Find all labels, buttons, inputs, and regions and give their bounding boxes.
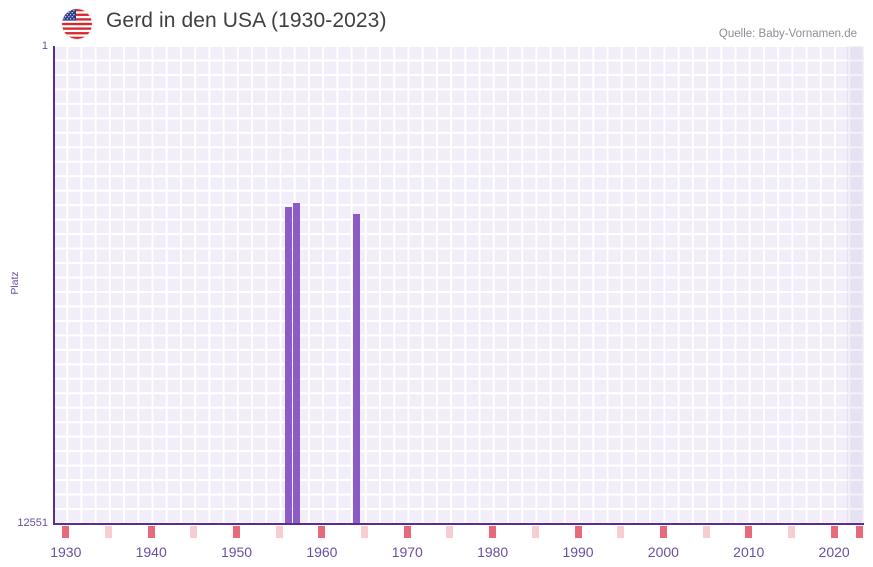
source-attribution: Quelle: Baby-Vornamen.de	[718, 28, 857, 40]
x-axis-marker	[104, 526, 112, 538]
x-axis-marker	[190, 526, 198, 538]
plot-area	[53, 46, 864, 524]
y-axis-tick-top: 1	[41, 40, 48, 52]
x-axis-marker	[574, 526, 582, 538]
x-axis-tick-label: 1960	[306, 544, 338, 560]
x-axis-tick-label: 1950	[220, 544, 253, 560]
x-axis-marker	[233, 526, 241, 538]
y-axis-tick-bottom: 12551	[17, 517, 48, 529]
bar	[352, 213, 360, 524]
x-axis-marker	[856, 526, 864, 538]
chart-gridlines	[53, 46, 864, 524]
x-axis-marker	[659, 526, 667, 538]
x-axis-marker	[489, 526, 497, 538]
chart-header: Gerd in den USA (1930-2023) Quelle: Baby…	[0, 0, 873, 46]
x-axis-marker	[617, 526, 625, 538]
x-axis-marker	[830, 526, 838, 538]
bar	[284, 207, 292, 524]
x-axis-tick-label: 2020	[818, 544, 850, 560]
x-axis-tick-label: 2000	[647, 544, 679, 560]
x-axis-tick-label: 1980	[477, 544, 509, 560]
x-axis-marker	[531, 526, 539, 538]
x-axis-tick-label: 1930	[50, 544, 82, 560]
x-axis-tick-label: 1940	[135, 544, 167, 560]
bar	[293, 202, 301, 524]
y-axis-title: Platz	[9, 271, 21, 295]
x-axis-marker	[62, 526, 70, 538]
x-axis-marker	[403, 526, 411, 538]
x-axis-line	[53, 523, 864, 525]
future-shaded-region	[846, 46, 864, 524]
x-axis-tick-label: 1970	[391, 544, 423, 560]
x-axis-tick-label: 1990	[562, 544, 594, 560]
x-axis-marker	[702, 526, 710, 538]
x-axis-marker	[745, 526, 753, 538]
x-axis-marker	[446, 526, 454, 538]
y-axis-line	[53, 46, 55, 525]
x-axis-marker	[361, 526, 369, 538]
us-flag-icon	[62, 9, 92, 39]
x-axis-marker	[318, 526, 326, 538]
page-title: Gerd in den USA (1930-2023)	[106, 9, 387, 32]
x-axis-tick-label: 2010	[733, 544, 765, 560]
x-axis-marker	[275, 526, 283, 538]
x-axis-marker	[147, 526, 155, 538]
x-axis-marker	[787, 526, 795, 538]
